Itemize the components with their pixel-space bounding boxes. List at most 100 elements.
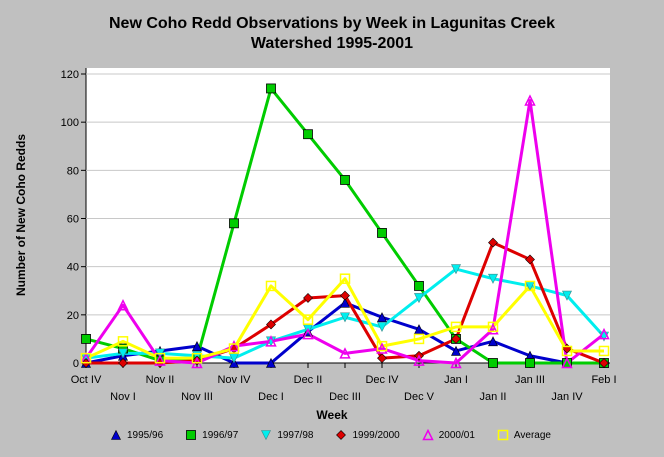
data-point: [81, 334, 91, 344]
y-tick-label: 120: [61, 69, 79, 81]
data-point: [340, 290, 350, 301]
data-point: [488, 237, 498, 248]
data-point: [524, 94, 536, 106]
data-point: [451, 333, 461, 344]
data-point: [450, 321, 462, 333]
data-point: [599, 358, 609, 368]
x-tick-label: Dec V: [404, 391, 435, 403]
x-tick-label: Jan IV: [551, 391, 583, 403]
x-tick-label: Jan II: [480, 391, 507, 403]
data-point: [228, 343, 240, 354]
legend-marker-icon: [186, 430, 197, 440]
data-point: [413, 354, 425, 366]
data-point: [228, 339, 240, 352]
legend-label: 1995/96: [127, 429, 164, 441]
data-point: [229, 218, 239, 229]
legend-marker-icon: [422, 429, 434, 441]
data-point: [525, 358, 535, 368]
data-point: [524, 280, 536, 292]
data-point: [414, 281, 424, 291]
x-tick-label: Jan III: [515, 374, 545, 386]
data-point: [192, 340, 202, 351]
x-tick-label: Nov IV: [217, 374, 251, 386]
data-point: [154, 352, 166, 364]
data-point: [451, 264, 461, 275]
data-point: [488, 358, 498, 368]
chart-title: New Coho Redd Observations by Week in La…: [0, 14, 664, 54]
data-point: [376, 342, 388, 354]
legend-label: 1996/97: [202, 429, 239, 441]
data-point: [377, 312, 387, 323]
data-point: [80, 352, 92, 364]
legend-marker: [261, 430, 272, 441]
data-point: [340, 175, 350, 185]
legend-item: 1995/96: [110, 429, 163, 441]
data-point: [117, 299, 129, 311]
legend-label: 1999/2000: [352, 429, 400, 441]
data-point: [266, 83, 276, 94]
data-point: [191, 352, 203, 364]
legend-marker-icon: [111, 429, 121, 440]
data-point: [118, 348, 128, 359]
data-point: [377, 353, 387, 364]
y-tick-label: 20: [67, 310, 79, 322]
legend-label: 1997/98: [277, 429, 314, 441]
data-point: [562, 290, 572, 301]
chart-title-line-2: Watershed 1995-2001: [250, 35, 414, 52]
data-point: [265, 335, 277, 347]
x-tick-label: Nov II: [146, 374, 175, 386]
legend-marker: [422, 429, 434, 441]
legend: 1995/96 1996/97 1997/98 1999/2000 2000/01 Ave…: [110, 429, 573, 441]
x-tick-label: Oct IV: [71, 374, 102, 386]
data-point: [487, 323, 499, 335]
legend-item: 1996/97: [185, 429, 238, 441]
x-tick-label: Feb I: [591, 374, 616, 386]
data-point: [487, 321, 499, 333]
legend-item: 2000/01: [422, 429, 475, 441]
legend-item: 1999/2000: [335, 429, 400, 441]
data-point: [598, 345, 610, 357]
data-point: [561, 345, 573, 357]
legend-marker-icon: [497, 429, 509, 441]
data-point: [340, 312, 350, 323]
data-point: [377, 322, 387, 333]
legend-marker-icon: [261, 430, 272, 441]
data-point: [266, 319, 276, 330]
y-tick-label: 0: [73, 358, 79, 370]
data-point: [339, 273, 351, 284]
x-tick-label: Dec IV: [365, 374, 399, 386]
x-tick-label: Nov III: [181, 391, 213, 403]
x-axis-label: Week: [316, 408, 348, 422]
data-point: [339, 347, 351, 359]
legend-item: 1997/98: [260, 429, 313, 441]
x-tick-label: Nov I: [110, 391, 136, 403]
data-point: [303, 129, 313, 140]
data-point: [598, 327, 610, 340]
data-point: [117, 336, 129, 347]
x-tick-label: Dec III: [329, 391, 361, 403]
data-point: [302, 327, 314, 340]
data-point: [154, 354, 166, 366]
data-point: [525, 254, 535, 265]
legend-label: Average: [513, 429, 551, 441]
series-line-4: [84, 98, 605, 365]
x-tick-label: Jan I: [444, 374, 468, 386]
data-point: [488, 336, 498, 347]
data-point: [451, 345, 461, 356]
data-point: [118, 358, 128, 368]
legend-marker: [186, 430, 197, 440]
y-tick-label: 40: [67, 262, 79, 274]
legend-marker: [497, 429, 509, 441]
legend-marker: [336, 430, 347, 440]
chart-title-line-1: New Coho Redd Observations by Week in La…: [108, 15, 556, 32]
data-point: [340, 297, 350, 308]
data-point: [413, 333, 425, 345]
data-point: [302, 314, 314, 325]
legend-marker: [111, 429, 121, 440]
data-point: [376, 340, 388, 352]
legend-label: 2000/01: [438, 429, 475, 441]
legend-item: Average: [497, 429, 551, 441]
x-tick-label: Dec I: [258, 391, 284, 403]
data-point: [414, 293, 424, 304]
legend-marker-icon: [336, 430, 347, 440]
